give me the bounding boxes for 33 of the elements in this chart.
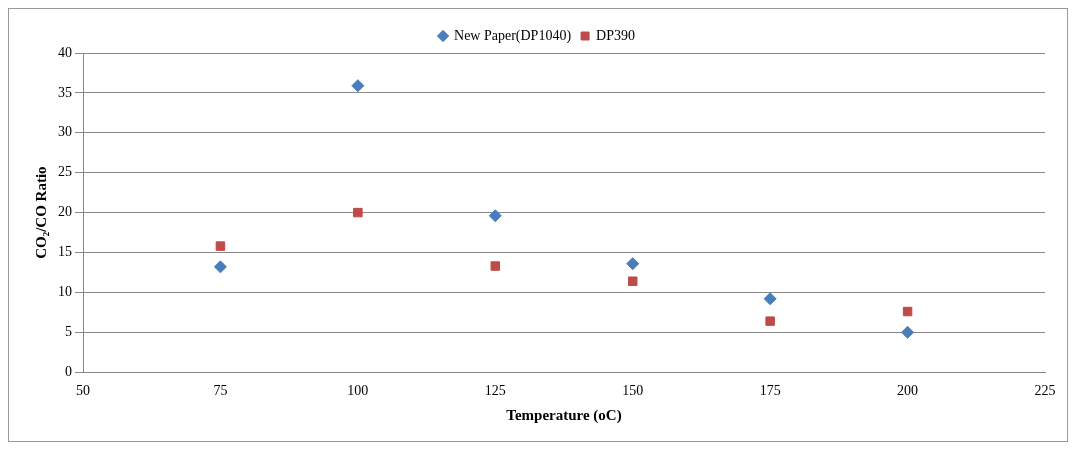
point xyxy=(763,292,777,306)
y-tick-label: 5 xyxy=(65,323,72,339)
point xyxy=(351,79,365,93)
y-tick-label: 20 xyxy=(58,204,72,220)
y-tick-label: 15 xyxy=(58,244,72,260)
point xyxy=(901,325,915,339)
x-tick-label: 100 xyxy=(347,383,369,399)
y-axis-title: CO₂/CO Ratio xyxy=(32,166,49,259)
x-axis-title: Temperature (oC) xyxy=(506,406,622,424)
point xyxy=(213,260,227,274)
x-tick-label: 225 xyxy=(1034,383,1056,399)
legend-label: New Paper(DP1040) xyxy=(454,27,572,44)
point xyxy=(490,261,501,271)
x-tick-label: 200 xyxy=(897,383,919,399)
y-tick-label: 25 xyxy=(58,164,72,180)
point xyxy=(765,316,775,326)
point xyxy=(626,257,640,271)
point xyxy=(627,276,638,286)
y-tick-label: 30 xyxy=(58,124,72,140)
x-tick-label: 50 xyxy=(76,383,90,399)
y-tick-label: 10 xyxy=(58,284,72,300)
x-tick-label: 125 xyxy=(484,383,506,399)
x-tick-label: 150 xyxy=(622,383,644,399)
point xyxy=(215,241,226,251)
x-tick-label: 175 xyxy=(759,383,781,399)
y-tick-label: 35 xyxy=(58,84,72,100)
point xyxy=(353,207,363,218)
legend-label: DP390 xyxy=(596,27,635,43)
y-tick-label: 0 xyxy=(65,363,72,379)
point xyxy=(902,306,913,317)
point xyxy=(488,209,502,223)
x-tick-label: 75 xyxy=(213,383,228,399)
y-tick-label: 40 xyxy=(58,44,72,60)
